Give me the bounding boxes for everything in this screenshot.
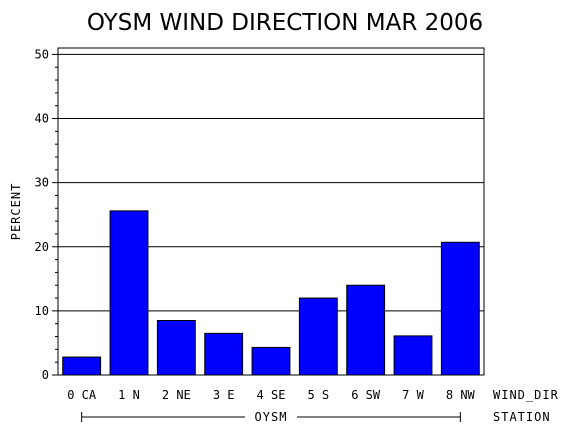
y-tick-label: 50 <box>35 47 49 61</box>
bar <box>62 356 102 376</box>
y-tick-label: 40 <box>35 112 49 126</box>
y-axis-ticks: 0 10 20 30 40 50 <box>35 47 58 382</box>
bars <box>62 210 480 376</box>
bar <box>298 297 338 376</box>
station-group-label: OYSM <box>255 410 288 424</box>
y-tick-label: 10 <box>35 304 49 318</box>
x-tick-label: 0 CA <box>67 388 97 402</box>
bar <box>251 346 291 376</box>
bar <box>109 210 149 376</box>
y-tick-label: 30 <box>35 176 49 190</box>
bar <box>440 241 480 376</box>
station-group-bracket <box>81 412 461 422</box>
x-axis-label: WIND_DIR <box>493 388 559 402</box>
chart-title: OYSM WIND DIRECTION MAR 2006 <box>87 10 483 36</box>
x-axis-ticks: 0 CA 1 N 2 NE 3 E 4 SE 5 S 6 SW 7 W 8 NW <box>67 388 475 402</box>
x-tick-label: 6 SW <box>351 388 381 402</box>
x-tick-label: 1 N <box>118 388 140 402</box>
x-tick-label: 4 SE <box>257 388 286 402</box>
x-tick-label: 2 NE <box>162 388 191 402</box>
x-tick-label: 8 NW <box>446 388 476 402</box>
x-tick-label: 3 E <box>213 388 235 402</box>
plot-frame <box>57 47 485 376</box>
y-tick-label: 0 <box>42 368 49 382</box>
x-tick-label: 5 S <box>307 388 329 402</box>
bar <box>156 320 196 376</box>
x-tick-label: 7 W <box>402 388 424 402</box>
y-axis-label: PERCENT <box>9 183 23 241</box>
bar <box>346 284 386 376</box>
bar <box>393 335 433 376</box>
station-axis-label: STATION <box>493 410 551 424</box>
y-tick-label: 20 <box>35 240 49 254</box>
bar <box>204 332 244 376</box>
